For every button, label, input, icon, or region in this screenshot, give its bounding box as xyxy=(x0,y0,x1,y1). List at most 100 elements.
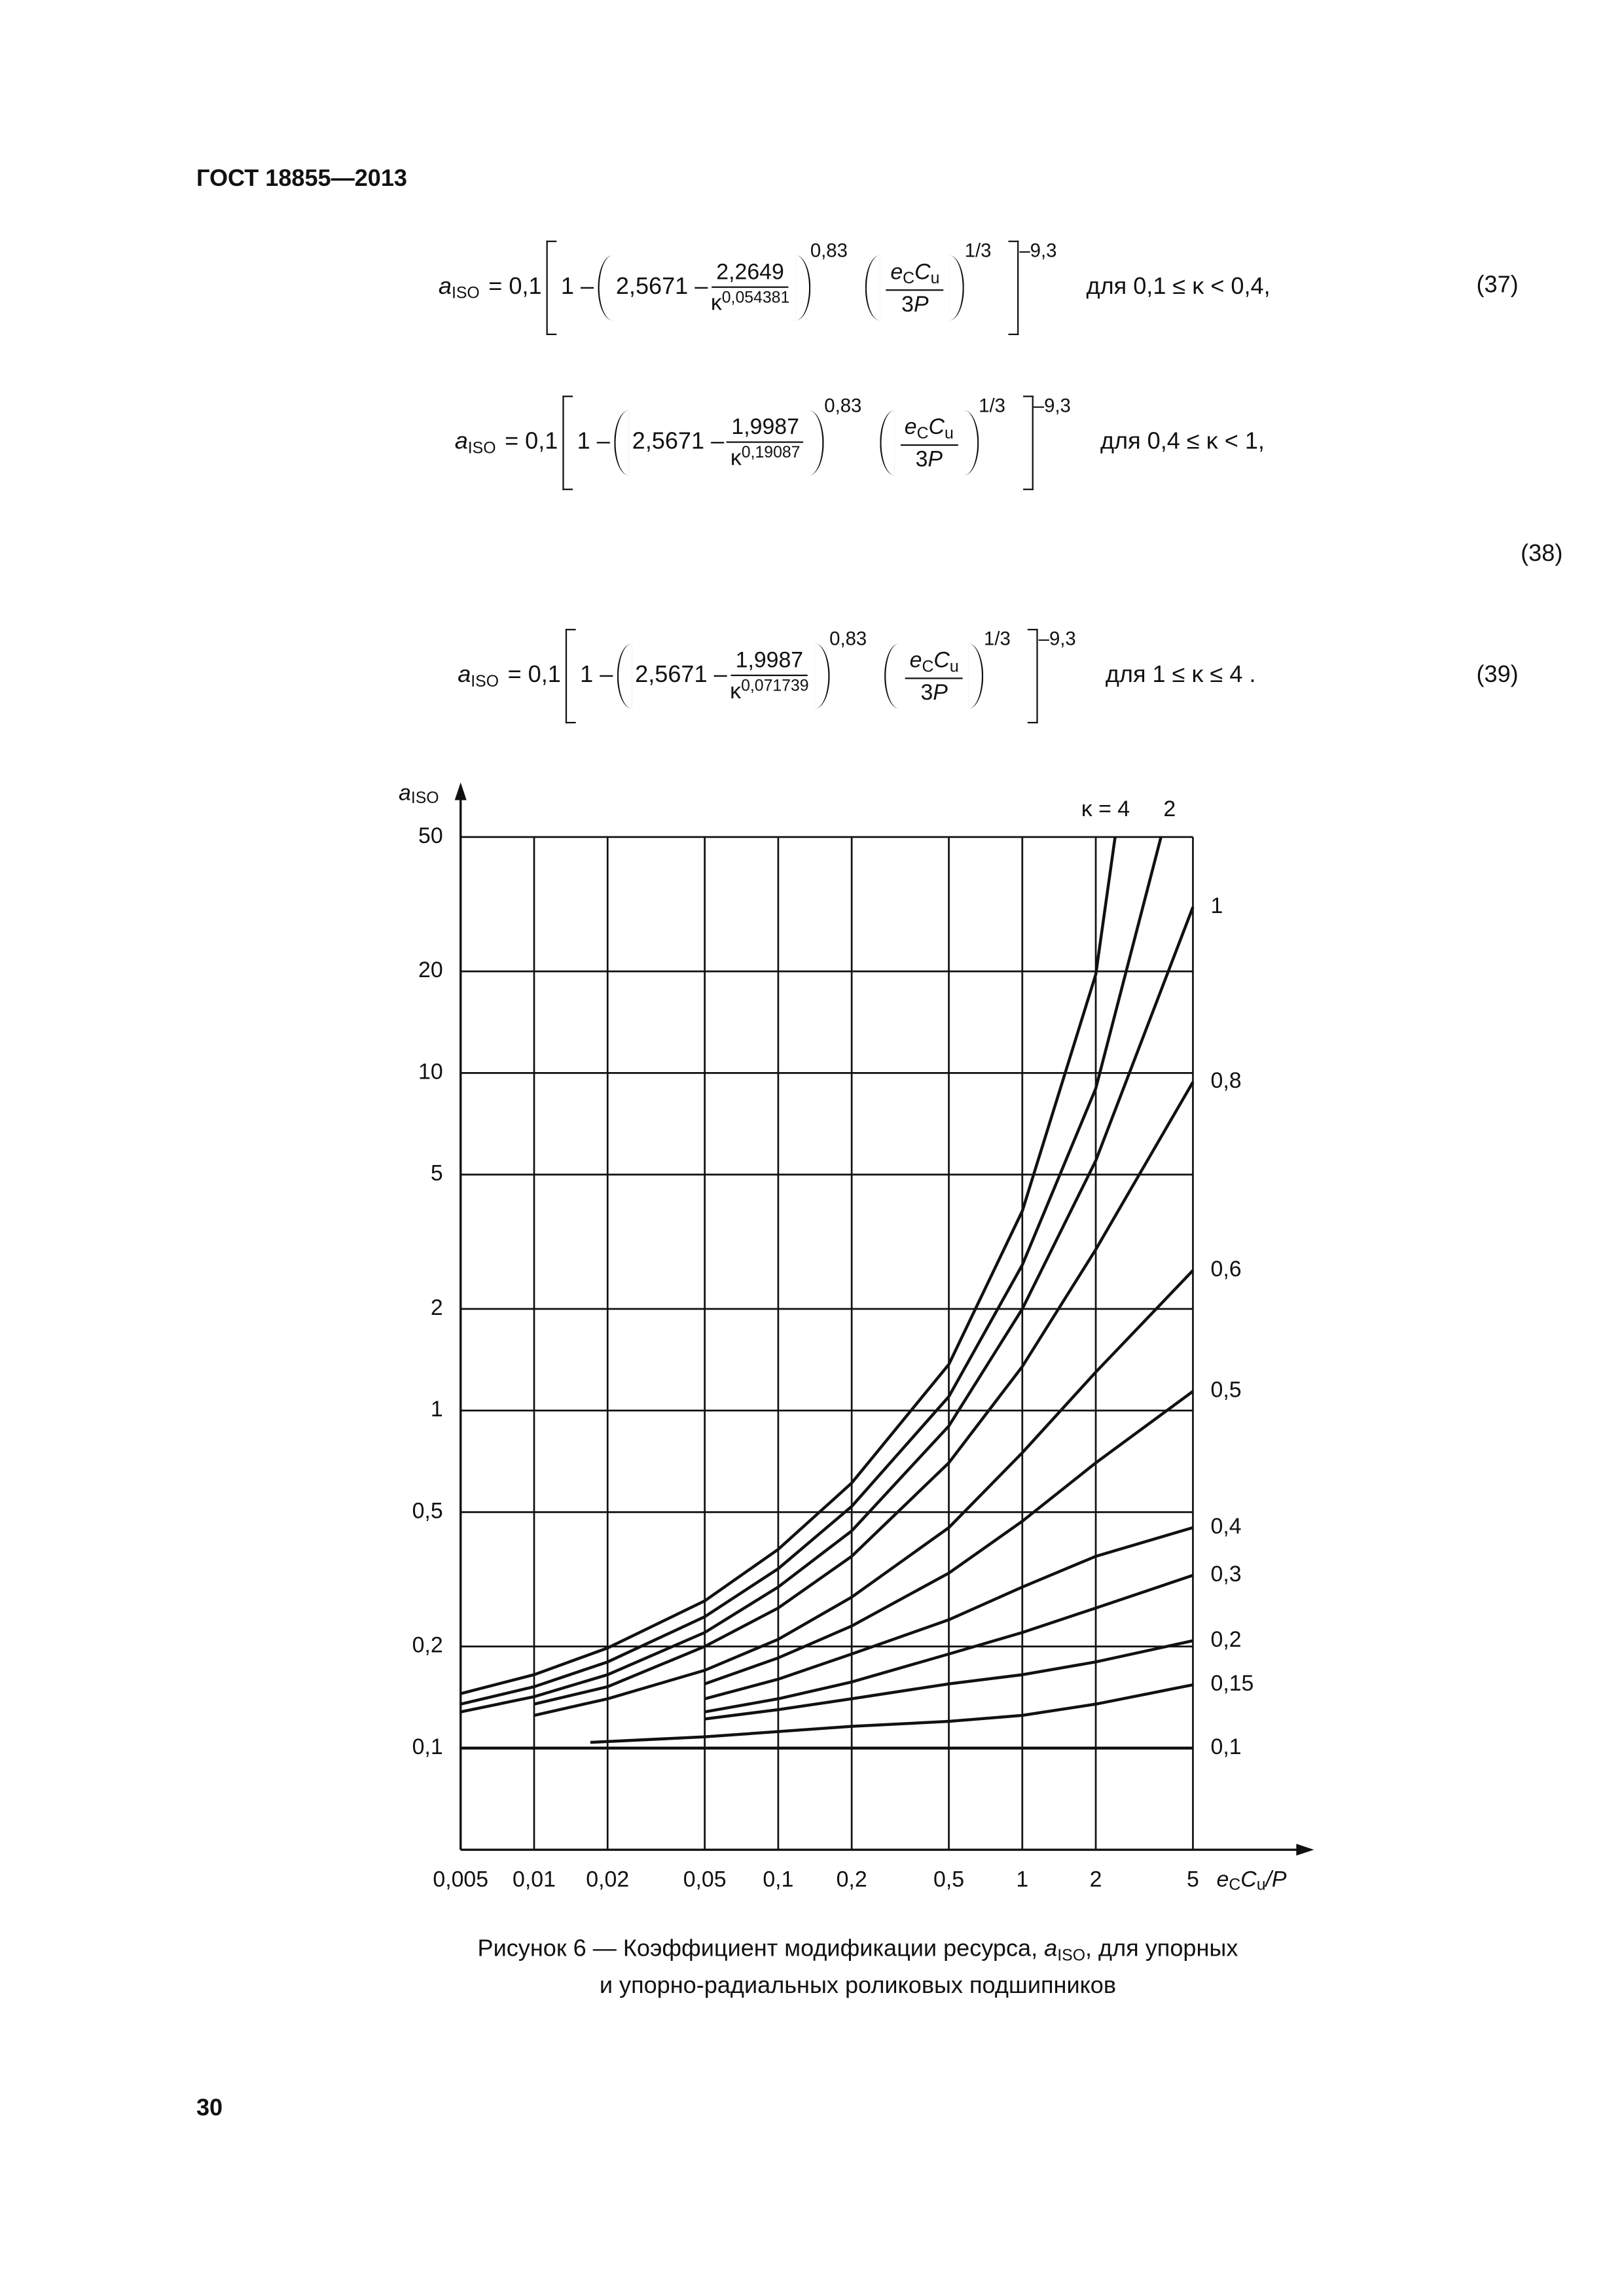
exponent: –9,3 xyxy=(1019,239,1057,262)
paren xyxy=(614,410,630,476)
curve xyxy=(533,1081,1195,1706)
bracket xyxy=(1009,240,1020,335)
symbol: /P xyxy=(1265,1867,1287,1892)
symbol: P xyxy=(928,446,943,472)
exponent: 0,83 xyxy=(824,394,862,417)
curve xyxy=(460,906,1195,1713)
exponent: 0,054381 xyxy=(721,289,790,308)
exponent: 0,83 xyxy=(829,627,867,650)
page-number: 30 xyxy=(196,2096,223,2122)
condition: для 0,4 ≤ κ < 1, xyxy=(1100,429,1265,455)
equation-number: (39) xyxy=(1476,662,1519,689)
bracket xyxy=(546,240,557,335)
symbol: κ xyxy=(730,679,742,704)
formula: aISO = 0,1 1 – 2,5671 –1,9987 κ0,071739 0,83 e… xyxy=(458,624,1256,728)
bracket xyxy=(1022,395,1034,490)
numerator: eCCu xyxy=(900,414,958,446)
subscript: C xyxy=(916,424,929,442)
x-tick-label: 2 xyxy=(1090,1867,1102,1892)
formula-lhs: aISO xyxy=(455,429,496,457)
x-tick-label: 0,5 xyxy=(933,1867,964,1892)
subscript: ISO xyxy=(471,672,499,691)
caption-text: Рисунок 6 — Коэффициент модификации ресу… xyxy=(477,1937,1045,1962)
curve-label: 1 xyxy=(1211,893,1223,918)
denominator: 3P xyxy=(901,290,929,317)
subscript: C xyxy=(922,657,934,675)
operator: = 0,1 xyxy=(488,274,542,300)
condition: для 1 ≤ κ ≤ 4 . xyxy=(1105,662,1256,689)
curve xyxy=(460,836,1163,1706)
paren xyxy=(617,643,632,709)
formula-lhs: aISO xyxy=(439,274,480,302)
y-axis-label: aISO xyxy=(399,780,439,806)
term: 1 – xyxy=(560,274,594,300)
numerator: 1,9987 xyxy=(731,648,808,677)
curve-label: 2 xyxy=(1163,797,1176,821)
paren xyxy=(969,643,984,709)
equation-number: (37) xyxy=(1476,273,1519,298)
subscript: u xyxy=(930,269,940,287)
caption-subscript: ISO xyxy=(1057,1947,1086,1965)
caption-text: , для упорных xyxy=(1085,1937,1238,1962)
exponent: –9,3 xyxy=(1033,394,1071,417)
denominator: κ0,19087 xyxy=(731,443,801,471)
formula-lhs: aISO xyxy=(458,662,499,691)
numerator: eCCu xyxy=(886,259,945,291)
curve-label: 0,1 xyxy=(1211,1734,1242,1759)
exponent: 0,071739 xyxy=(741,677,809,696)
curve xyxy=(704,1526,1194,1700)
numerator: 2,2649 xyxy=(712,260,789,288)
x-tick-label: 5 xyxy=(1187,1867,1199,1892)
operator: = 0,1 xyxy=(505,429,558,455)
symbol: 3 xyxy=(920,679,933,706)
y-tick-label: 2 xyxy=(431,1295,443,1320)
fraction: 2,2649 κ0,054381 xyxy=(711,260,789,316)
x-tick-label: 0,01 xyxy=(513,1867,556,1892)
symbol: a xyxy=(399,780,411,805)
formula: aISO = 0,1 1 –2,5671 –1,9987 κ0,19087 0,83 eC… xyxy=(455,391,1265,495)
y-tick-label: 0,1 xyxy=(412,1734,443,1759)
symbol: P xyxy=(913,291,929,317)
paren xyxy=(795,255,810,321)
curve-label: κ = 4 xyxy=(1081,797,1130,821)
caption-symbol: a xyxy=(1044,1937,1058,1962)
symbol: a xyxy=(458,662,471,687)
bracket xyxy=(565,628,576,724)
paren xyxy=(810,410,825,476)
denominator: 3P xyxy=(920,678,947,705)
curve-label: 0,4 xyxy=(1211,1514,1242,1539)
curve xyxy=(704,1639,1193,1721)
subscript: u xyxy=(944,424,954,442)
curve-label: 0,15 xyxy=(1211,1671,1254,1696)
numerator: 1,9987 xyxy=(727,415,804,443)
subscript: C xyxy=(1229,1876,1240,1893)
y-axis-arrow xyxy=(454,782,467,800)
paren xyxy=(884,643,899,709)
denominator: κ0,071739 xyxy=(730,676,808,704)
symbol: C xyxy=(1240,1867,1257,1892)
symbol: C xyxy=(933,647,950,673)
y-tick-label: 20 xyxy=(418,958,443,982)
symbol: C xyxy=(928,414,945,440)
curve-label: 0,3 xyxy=(1211,1562,1242,1587)
y-tick-label: 50 xyxy=(418,823,443,848)
symbol: a xyxy=(438,274,452,299)
denominator: 3P xyxy=(916,445,943,472)
subscript: u xyxy=(949,657,959,675)
symbol: C xyxy=(914,259,931,285)
paren xyxy=(865,255,880,321)
denominator: κ0,054381 xyxy=(711,288,789,316)
symbol: 3 xyxy=(901,291,914,317)
fraction: eCCu 3P xyxy=(886,259,945,317)
x-tick-label: 0,05 xyxy=(683,1867,727,1892)
curve xyxy=(704,1390,1194,1685)
exponent: 1/3 xyxy=(964,239,992,262)
term: 2,5671 – xyxy=(615,274,708,300)
symbol: κ xyxy=(710,291,722,316)
operator: = 0,1 xyxy=(507,662,561,689)
curve-label: 0,8 xyxy=(1211,1068,1242,1093)
condition: для 0,1 ≤ κ < 0,4, xyxy=(1086,274,1271,300)
x-tick-label: 0,2 xyxy=(837,1867,867,1892)
exponent: 0,83 xyxy=(810,239,848,262)
